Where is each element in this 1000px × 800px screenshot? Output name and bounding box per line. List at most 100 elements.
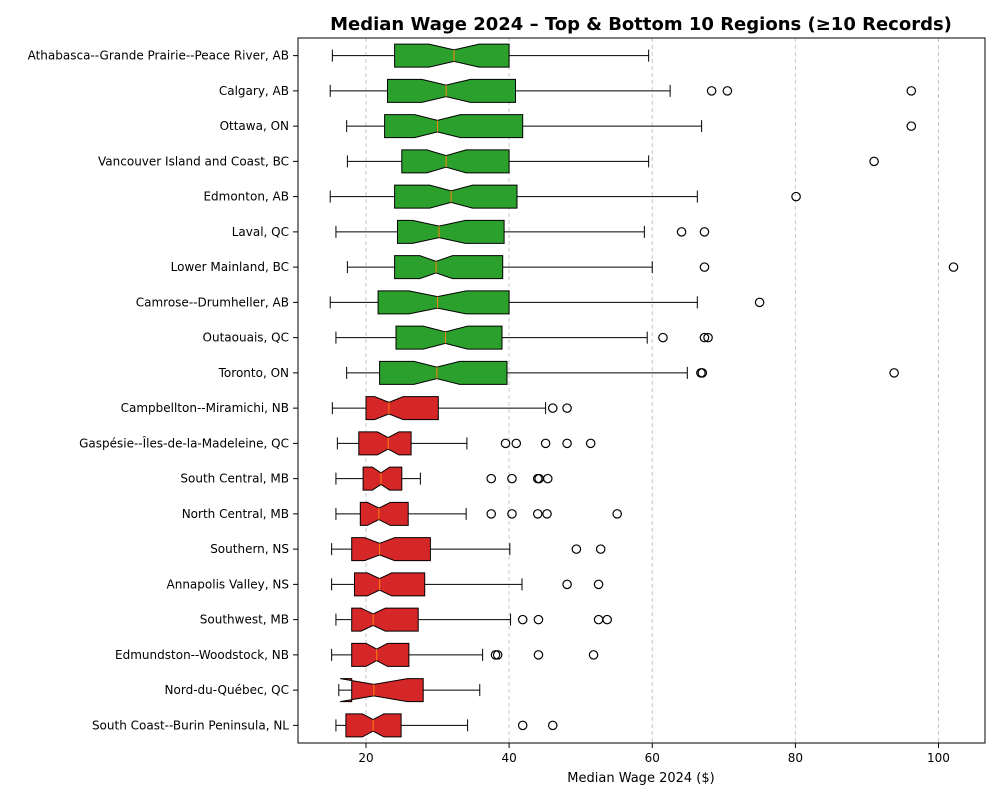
outlier-point — [533, 650, 544, 660]
region-label: Athabasca--Grande Prairie--Peace River, … — [28, 49, 289, 63]
boxes — [329, 43, 959, 738]
notched-box — [351, 607, 419, 632]
x-gridlines — [365, 38, 939, 743]
notched-box — [395, 325, 503, 350]
region-label: Nord-du-Québec, QC — [165, 683, 289, 697]
box-top — [331, 43, 650, 68]
box-bottom — [335, 466, 553, 491]
notched-box — [354, 572, 426, 597]
region-label: Camrose--Drumheller, AB — [136, 295, 289, 309]
box-bottom — [335, 607, 612, 632]
notched-box — [351, 642, 410, 667]
plot-frame — [297, 37, 986, 744]
box-top — [329, 290, 765, 315]
x-tick-label: 40 — [501, 751, 516, 765]
outlier-point — [533, 614, 544, 625]
outlier-point — [507, 473, 517, 484]
box-bottom — [331, 642, 599, 667]
box-top — [329, 184, 801, 209]
outlier-point — [547, 403, 558, 413]
outlier-point — [703, 332, 713, 343]
outlier-point — [948, 262, 959, 272]
outlier-point — [542, 509, 552, 519]
notched-box — [394, 43, 510, 68]
outlier-point — [593, 579, 604, 590]
outlier-point — [602, 614, 612, 625]
box-top — [346, 114, 917, 139]
outlier-point — [517, 720, 528, 731]
notched-box — [351, 537, 431, 562]
y-axis-ticks: Athabasca--Grande Prairie--Peace River, … — [28, 49, 298, 732]
region-label: Ottawa, ON — [220, 119, 289, 133]
outlier-point — [492, 650, 503, 660]
notched-box — [397, 219, 505, 244]
region-label: Edmundston--Woodstock, NB — [115, 648, 289, 662]
outlier-point — [906, 86, 917, 96]
outlier-point — [532, 509, 543, 519]
outlier-point — [658, 332, 668, 343]
region-label: South Central, MB — [180, 472, 289, 486]
region-label: Edmonton, AB — [203, 190, 289, 204]
outlier-point — [754, 297, 765, 308]
box-top — [329, 78, 917, 103]
region-label: Lower Mainland, BC — [171, 260, 289, 274]
box-top — [346, 255, 959, 280]
notched-box — [401, 149, 510, 174]
notched-box — [379, 360, 508, 385]
box-bottom — [335, 713, 558, 738]
region-label: Annapolis Valley, NS — [167, 577, 289, 591]
outlier-point — [906, 121, 917, 131]
box-top — [346, 360, 899, 385]
region-label: Calgary, AB — [219, 84, 289, 98]
outlier-point — [699, 262, 710, 272]
outlier-point — [507, 509, 517, 519]
box-top — [335, 325, 713, 350]
outlier-point — [540, 438, 551, 449]
x-tick-label: 60 — [645, 751, 660, 765]
outlier-point — [562, 403, 572, 413]
outlier-point — [517, 614, 528, 625]
region-label: Gaspésie--Îles-de-la-Madeleine, QC — [79, 435, 289, 450]
region-label: Vancouver Island and Coast, BC — [98, 154, 289, 168]
notched-box — [394, 255, 504, 280]
region-label: Toronto, ON — [218, 366, 289, 380]
box-bottom — [331, 537, 606, 562]
outlier-point — [889, 368, 899, 378]
notched-box — [340, 678, 424, 703]
outlier-point — [486, 473, 497, 484]
outlier-point — [542, 473, 553, 484]
notched-box — [362, 466, 403, 491]
region-label: Campbellton--Miramichi, NB — [121, 401, 289, 415]
outlier-point — [612, 509, 622, 519]
outlier-point — [585, 438, 596, 449]
region-label: Southern, NS — [210, 542, 289, 556]
notched-box — [394, 184, 518, 209]
outlier-point — [593, 614, 604, 625]
outlier-point — [562, 579, 572, 590]
region-label: Outaouais, QC — [203, 331, 289, 345]
x-tick-label: 20 — [358, 751, 373, 765]
notched-box — [365, 396, 439, 421]
outlier-point — [706, 86, 717, 96]
outlier-point — [699, 332, 710, 343]
outlier-point — [571, 544, 582, 554]
box-bottom — [338, 678, 481, 703]
box-bottom — [331, 396, 572, 421]
notched-box — [358, 431, 412, 456]
region-label: North Central, MB — [182, 507, 289, 521]
region-label: South Coast--Burin Peninsula, NL — [92, 718, 289, 732]
region-label: Southwest, MB — [200, 613, 289, 627]
outlier-point — [595, 544, 606, 554]
outlier-point — [562, 438, 572, 449]
box-bottom — [331, 572, 604, 597]
outlier-point — [697, 368, 708, 378]
outlier-point — [500, 438, 511, 449]
x-axis-label: Median Wage 2024 ($) — [567, 771, 714, 786]
outlier-point — [791, 191, 801, 202]
outlier-point — [547, 720, 558, 731]
x-tick-label: 100 — [927, 751, 950, 765]
outlier-point — [722, 86, 733, 96]
box-top — [335, 219, 710, 244]
chart-title: Median Wage 2024 – Top & Bottom 10 Regio… — [330, 14, 952, 35]
